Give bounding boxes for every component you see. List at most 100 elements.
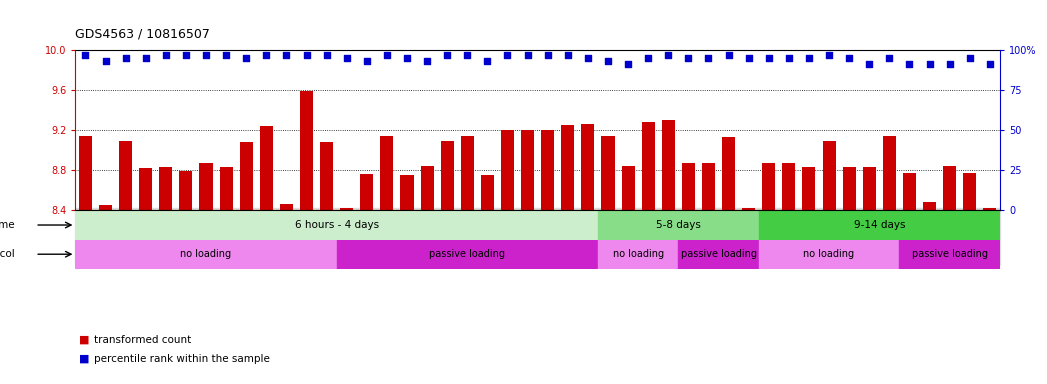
Bar (75, 240, 337, 269)
Point (901, 61, 918, 68)
Point (419, 58, 436, 64)
Point (519, 52, 536, 58)
Bar (883, 136, 896, 210)
Point (539, 52, 556, 58)
Point (258, 52, 274, 58)
Text: no loading: no loading (612, 249, 664, 259)
Bar (722, 137, 735, 210)
Point (358, 58, 375, 64)
Bar (400, 175, 414, 210)
Bar (943, 166, 956, 210)
Point (579, 55, 596, 61)
Bar (159, 167, 173, 210)
Bar (762, 163, 775, 210)
Point (700, 55, 717, 61)
Point (961, 55, 978, 61)
Point (600, 58, 617, 64)
Bar (983, 209, 997, 210)
Point (379, 52, 396, 58)
Bar (380, 136, 394, 210)
Text: transformed count: transformed count (94, 335, 192, 345)
Bar (500, 130, 514, 210)
Bar (963, 173, 976, 210)
Bar (340, 209, 353, 210)
Bar (759, 210, 1000, 240)
Text: 9-14 days: 9-14 days (853, 220, 905, 230)
Point (279, 52, 295, 58)
Bar (541, 130, 554, 210)
Bar (622, 166, 634, 210)
Point (77, 52, 94, 58)
Bar (823, 141, 836, 210)
Point (559, 52, 576, 58)
Bar (843, 167, 855, 210)
Bar (759, 240, 899, 269)
Text: no loading: no loading (803, 249, 854, 259)
Bar (75, 210, 598, 240)
Point (801, 55, 818, 61)
Point (399, 55, 416, 61)
Bar (481, 175, 494, 210)
Point (459, 52, 475, 58)
Point (499, 52, 516, 58)
Text: ■: ■ (79, 354, 89, 364)
Bar (260, 126, 273, 210)
Bar (179, 171, 193, 210)
Point (760, 55, 777, 61)
Bar (280, 204, 293, 210)
Bar (99, 205, 112, 210)
Point (298, 52, 315, 58)
Point (921, 61, 938, 68)
Text: GDS4563 / 10816507: GDS4563 / 10816507 (75, 27, 210, 40)
Bar (642, 122, 654, 210)
Point (238, 55, 254, 61)
Point (218, 52, 235, 58)
Bar (601, 136, 615, 210)
Text: no loading: no loading (180, 249, 231, 259)
Bar (682, 163, 695, 210)
Text: percentile rank within the sample: percentile rank within the sample (94, 354, 270, 364)
Point (480, 58, 496, 64)
Point (198, 52, 215, 58)
Bar (742, 209, 755, 210)
Text: 6 hours - 4 days: 6 hours - 4 days (294, 220, 379, 230)
Bar (678, 240, 759, 269)
Bar (79, 136, 92, 210)
Text: passive loading: passive loading (681, 249, 757, 259)
Bar (337, 240, 598, 269)
Bar (923, 202, 936, 210)
Bar (461, 136, 474, 210)
Point (97, 58, 114, 64)
Point (157, 52, 174, 58)
Bar (863, 167, 875, 210)
Bar (662, 120, 675, 210)
Bar (701, 163, 715, 210)
Bar (240, 142, 252, 210)
Text: passive loading: passive loading (912, 249, 987, 259)
Bar (119, 141, 132, 210)
Bar (421, 166, 433, 210)
Bar (320, 142, 333, 210)
Point (981, 61, 998, 68)
Point (117, 55, 134, 61)
Point (660, 52, 676, 58)
Point (680, 55, 696, 61)
Point (941, 61, 958, 68)
Text: 5-8 days: 5-8 days (655, 220, 700, 230)
Text: passive loading: passive loading (429, 249, 506, 259)
Text: protocol: protocol (0, 249, 15, 259)
Point (821, 52, 838, 58)
Bar (300, 91, 313, 210)
Bar (802, 167, 816, 210)
Bar (441, 141, 453, 210)
Bar (598, 240, 678, 269)
Point (841, 55, 857, 61)
Bar (598, 210, 759, 240)
Bar (200, 163, 213, 210)
Point (881, 55, 897, 61)
Bar (521, 130, 534, 210)
Point (620, 61, 637, 68)
Point (780, 55, 797, 61)
Bar (360, 174, 374, 210)
Point (640, 55, 656, 61)
